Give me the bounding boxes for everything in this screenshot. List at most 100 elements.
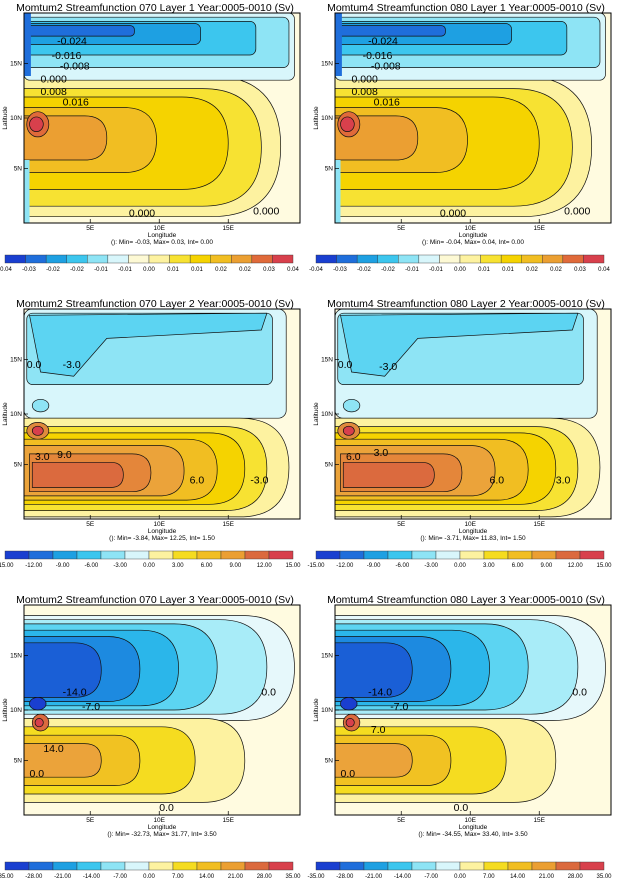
contour-region xyxy=(335,13,342,76)
contour-label: 0.000 xyxy=(253,206,279,218)
chart-layer1-momtum4: Momtum4 Streamfunction 080 Layer 1 Year:… xyxy=(309,2,612,273)
colorbar-tick-label: -7.00 xyxy=(424,874,438,880)
y-tick-label: 15N xyxy=(321,652,333,659)
colorbar-swatch xyxy=(356,254,378,264)
colorbar-tick-label: 0.04 xyxy=(287,267,299,273)
y-tick-label: 5N xyxy=(325,461,334,468)
colorbar-swatch xyxy=(315,550,341,560)
contour-region xyxy=(24,13,31,76)
y-tick-label: 15N xyxy=(321,60,333,67)
colorbar-tick-label: -3.00 xyxy=(424,563,438,569)
y-tick-label: 5N xyxy=(14,461,23,468)
contour-label: -14.0 xyxy=(63,686,87,698)
colorbar-swatch xyxy=(210,254,232,264)
colorbar-tick-label: -15.00 xyxy=(307,563,325,569)
stats-annotation: (): Min= -3.84, Max= 12.25, Int= 1.50 xyxy=(109,535,215,542)
colorbar-swatch xyxy=(189,254,211,264)
colorbar-swatch xyxy=(251,254,273,264)
x-tick-label: 15E xyxy=(222,521,234,528)
x-tick-label: 15E xyxy=(533,225,545,232)
colorbar-swatch xyxy=(169,254,191,264)
colorbar-tick-label: 0.00 xyxy=(454,563,466,569)
colorbar-tick-label: 7.00 xyxy=(483,874,495,880)
stats-annotation: (): Min= -0.04, Max= 0.04, Int= 0.00 xyxy=(422,239,524,246)
colorbar-swatch xyxy=(45,254,67,264)
y-tick-label: 10N xyxy=(10,115,22,122)
contour-region xyxy=(23,642,102,698)
contour-region xyxy=(31,425,44,436)
x-tick-label: 10E xyxy=(153,521,165,528)
colorbar-swatch xyxy=(555,550,581,560)
panel-layer1-momtum4: Momtum4 Streamfunction 080 Layer 1 Year:… xyxy=(309,0,621,290)
colorbar-tick-label: 6.00 xyxy=(512,563,524,569)
contour-label: 6.0 xyxy=(190,474,205,486)
colorbar-tick-label: -9.00 xyxy=(367,563,381,569)
plot-area xyxy=(23,308,300,519)
colorbar-swatch xyxy=(418,254,440,264)
plot-area xyxy=(334,12,611,223)
contour-label: 0.000 xyxy=(129,208,155,220)
contour-region xyxy=(340,116,355,133)
contour-region xyxy=(29,697,47,711)
contour-label: 9.0 xyxy=(57,449,72,461)
contour-label: -14.0 xyxy=(368,686,392,698)
contour-region xyxy=(23,743,102,778)
plot-area xyxy=(334,308,611,519)
y-tick-label: 10N xyxy=(10,411,22,418)
colorbar-tick-label: 0.02 xyxy=(526,267,538,273)
colorbar-swatch xyxy=(507,861,533,871)
contour-label: 3.0 xyxy=(556,474,571,486)
contour-label: 0.0 xyxy=(261,686,276,698)
colorbar-tick-label: -0.04 xyxy=(309,267,323,273)
colorbar-tick-label: -0.01 xyxy=(405,267,419,273)
colorbar-swatch xyxy=(377,254,399,264)
colorbar-tick-label: 12.00 xyxy=(568,563,584,569)
colorbar-swatch xyxy=(315,254,337,264)
colorbar-tick-label: 0.04 xyxy=(598,267,610,273)
chart-title: Momtum2 Streamfunction 070 Layer 2 Year:… xyxy=(16,298,294,310)
colorbar-tick-label: 21.00 xyxy=(539,874,555,880)
colorbar-tick-label: 0.02 xyxy=(239,267,251,273)
contour-label: 0.000 xyxy=(440,208,466,220)
chart-layer1-momtum2: Momtum2 Streamfunction 070 Layer 1 Year:… xyxy=(0,2,301,273)
colorbar-swatch xyxy=(480,254,502,264)
contour-label: -0.008 xyxy=(60,61,90,73)
chart-title: Momtum2 Streamfunction 070 Layer 3 Year:… xyxy=(16,594,294,606)
contour-label: 0.016 xyxy=(374,96,400,108)
colorbar-tick-label: -9.00 xyxy=(56,563,70,569)
colorbar-swatch xyxy=(128,254,150,264)
contour-label: 0.0 xyxy=(159,802,174,814)
colorbar-tick-label: 0.01 xyxy=(191,267,203,273)
x-tick-label: 10E xyxy=(464,521,476,528)
contour-label: 14.0 xyxy=(43,743,64,755)
colorbar-swatch xyxy=(483,550,509,560)
colorbar-tick-label: 0.01 xyxy=(167,267,179,273)
contour-label: -0.016 xyxy=(363,50,393,62)
colorbar-swatch xyxy=(339,861,365,871)
contour-label: 0.008 xyxy=(352,86,378,98)
chart-title: Momtum4 Streamfunction 080 Layer 1 Year:… xyxy=(327,2,605,14)
colorbar-swatch xyxy=(363,550,389,560)
colorbar-swatch xyxy=(148,254,170,264)
contour-label: 6.0 xyxy=(346,451,361,463)
stats-annotation: (): Min= -34.55, Max= 33.40, Int= 3.50 xyxy=(418,831,528,838)
contour-label: 0.0 xyxy=(454,802,469,814)
colorbar-tick-label: -7.00 xyxy=(113,874,127,880)
contour-label: -7.0 xyxy=(82,701,100,713)
colorbar-swatch xyxy=(148,550,174,560)
colorbar-tick-label: 15.00 xyxy=(285,563,301,569)
colorbar-tick-label: -0.03 xyxy=(333,267,347,273)
colorbar-swatch xyxy=(231,254,253,264)
contour-region xyxy=(334,743,413,778)
y-tick-label: 10N xyxy=(321,115,333,122)
colorbar-swatch xyxy=(52,550,78,560)
colorbar-swatch xyxy=(562,254,584,264)
colorbar-swatch xyxy=(411,550,437,560)
colorbar-swatch xyxy=(148,861,174,871)
x-axis-label: Longitude xyxy=(148,528,177,535)
plot-area xyxy=(334,605,611,815)
contour-label: -3.0 xyxy=(379,361,397,373)
y-axis-label: Latitude xyxy=(2,698,9,722)
colorbar-tick-label: -0.01 xyxy=(94,267,108,273)
contour-region xyxy=(34,718,44,728)
